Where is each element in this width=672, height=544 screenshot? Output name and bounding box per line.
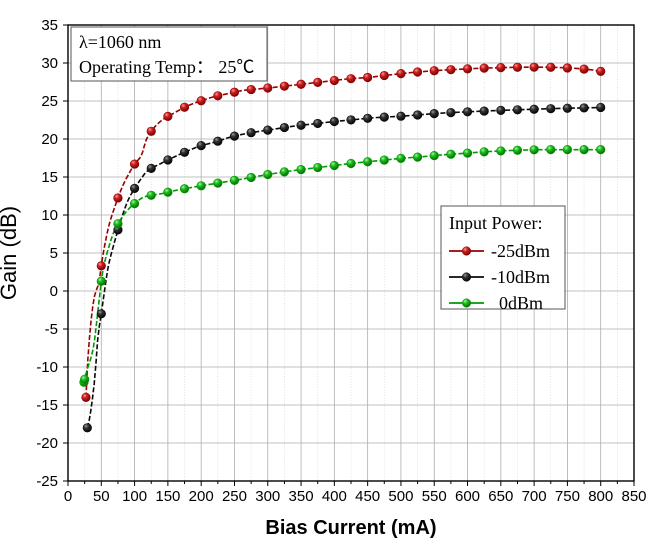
svg-text:-20: -20 <box>36 435 58 452</box>
svg-text:350: 350 <box>289 488 314 505</box>
svg-text:10: 10 <box>41 207 58 224</box>
svg-text:0: 0 <box>50 283 58 300</box>
svg-text:Bias Current (mA): Bias Current (mA) <box>265 517 436 539</box>
svg-text:600: 600 <box>455 488 480 505</box>
svg-text:700: 700 <box>522 488 547 505</box>
svg-text:-5: -5 <box>45 321 58 338</box>
svg-text:-10: -10 <box>36 359 58 376</box>
svg-text:450: 450 <box>355 488 380 505</box>
svg-text:Input Power:: Input Power: <box>449 213 543 233</box>
svg-text:15: 15 <box>41 169 58 186</box>
svg-text:650: 650 <box>488 488 513 505</box>
svg-text:400: 400 <box>322 488 347 505</box>
svg-text:800: 800 <box>588 488 613 505</box>
svg-text:λ=1060 nm: λ=1060 nm <box>79 32 161 52</box>
svg-text:20: 20 <box>41 131 58 148</box>
svg-text:750: 750 <box>555 488 580 505</box>
svg-text:35: 35 <box>41 17 58 34</box>
svg-text:-10dBm: -10dBm <box>491 267 550 287</box>
svg-text:5: 5 <box>50 245 58 262</box>
svg-text:-25: -25 <box>36 473 58 490</box>
svg-text:-25dBm: -25dBm <box>491 241 550 261</box>
svg-text:Gain (dB): Gain (dB) <box>0 206 21 300</box>
svg-text:25: 25 <box>41 93 58 110</box>
svg-text:0: 0 <box>64 488 72 505</box>
svg-text:150: 150 <box>155 488 180 505</box>
svg-text:300: 300 <box>255 488 280 505</box>
svg-text:0dBm: 0dBm <box>499 293 543 313</box>
svg-text:500: 500 <box>388 488 413 505</box>
svg-text:50: 50 <box>93 488 110 505</box>
svg-text:850: 850 <box>621 488 646 505</box>
svg-text:550: 550 <box>422 488 447 505</box>
svg-text:-15: -15 <box>36 397 58 414</box>
svg-text:30: 30 <box>41 55 58 72</box>
svg-text:200: 200 <box>189 488 214 505</box>
svg-text:Operating Temp： 25℃: Operating Temp： 25℃ <box>79 57 254 77</box>
svg-text:100: 100 <box>122 488 147 505</box>
svg-text:250: 250 <box>222 488 247 505</box>
